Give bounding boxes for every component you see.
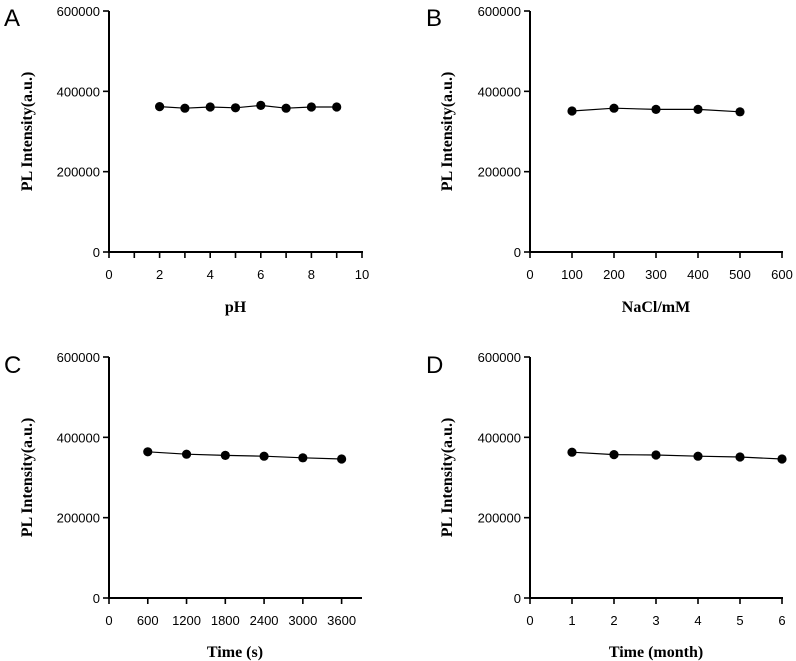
panel-a: A 0 200000 400000 600000 0 2 4 6 8 10 PL Intensity(… [4,4,369,316]
y-tick-label: 0 [514,245,521,260]
x-tick-label: 4 [694,613,701,628]
panel-letter: B [426,5,442,32]
y-tick-label: 200000 [57,165,100,180]
y-axis-title: PL Intensity(a.u.) [439,418,456,538]
y-tick-label: 600000 [57,350,100,365]
x-tick-label: 5 [736,613,743,628]
data-point [609,103,619,113]
panel-d: D 0 200000 400000 600000 0 1 2 3 4 5 6 PL Intensity(… [426,350,787,661]
data-point [281,103,291,113]
y-axis-title: PL Intensity(a.u.) [19,72,36,192]
panel-c: C 0 200000 400000 600000 0 600 1200 1800 2400 3000… [4,350,362,661]
x-tick-label: 200 [603,267,625,282]
x-tick-label: 1 [568,613,575,628]
x-tick-label: 600 [137,613,159,628]
y-tick-label: 400000 [478,84,521,99]
x-tick-label: 100 [561,267,583,282]
y-tick-label: 0 [93,245,100,260]
data-point [220,450,230,461]
x-tick-label: 600 [771,267,793,282]
data-point [567,106,577,116]
panel-b: B 0 200000 400000 600000 0 100 200 300 400 500 600 P… [426,4,793,316]
x-tick-label: 3000 [288,613,317,628]
data-point [693,451,703,461]
x-tick-label: 500 [729,267,751,282]
panel-letter: C [4,352,21,379]
x-tick-label: 10 [355,267,369,282]
y-tick-label: 600000 [478,350,521,365]
x-axis-title: NaCl/mM [622,299,690,316]
y-axis-title: PL Intensity(a.u.) [439,72,456,192]
data-point [777,454,787,464]
x-axis-title: Time (s) [207,644,263,661]
x-tick-label: 0 [105,267,112,282]
x-axis-title: Time (month) [609,644,703,661]
x-tick-label: 0 [526,267,533,282]
x-tick-label: 0 [526,613,533,628]
data-point [735,107,745,117]
series-line [147,451,342,460]
data-point [259,451,269,461]
y-tick-label: 200000 [478,511,521,526]
data-point [256,100,266,110]
data-point [337,454,347,464]
data-point [651,450,661,460]
y-axis-title: PL Intensity(a.u.) [19,418,36,538]
y-tick-label: 400000 [57,84,100,99]
data-point [567,447,577,457]
data-point [332,102,342,112]
x-tick-label: 3600 [327,613,356,628]
data-point [230,103,241,113]
y-tick-label: 200000 [57,511,100,526]
y-tick-label: 400000 [57,430,100,445]
x-tick-label: 6 [257,267,264,282]
data-point [298,453,308,463]
y-tick-label: 0 [93,591,100,606]
data-point [693,104,703,115]
x-tick-label: 4 [207,267,214,282]
x-tick-label: 2400 [250,613,279,628]
x-tick-label: 300 [645,267,667,282]
x-tick-label: 2 [156,267,163,282]
x-axis-title: pH [225,299,247,316]
x-tick-label: 1200 [172,613,201,628]
x-tick-label: 3 [652,613,659,628]
data-point [651,104,661,115]
data-point [609,450,619,460]
data-point [181,449,192,459]
data-point [180,103,190,113]
data-point [155,101,165,112]
panel-letter: A [4,5,20,32]
data-point [306,102,316,112]
y-tick-label: 0 [514,591,521,606]
data-point [735,452,745,462]
x-tick-label: 0 [105,613,112,628]
y-tick-label: 400000 [478,430,521,445]
x-tick-label: 6 [778,613,785,628]
x-tick-label: 1800 [211,613,240,628]
y-tick-label: 600000 [57,4,100,19]
x-tick-label: 2 [610,613,617,628]
data-point [143,447,153,457]
x-tick-label: 8 [308,267,315,282]
panel-letter: D [426,352,443,379]
y-tick-label: 200000 [478,165,521,180]
x-tick-label: 400 [687,267,709,282]
series-line [571,451,783,460]
data-point [205,102,215,112]
y-tick-label: 600000 [478,4,521,19]
